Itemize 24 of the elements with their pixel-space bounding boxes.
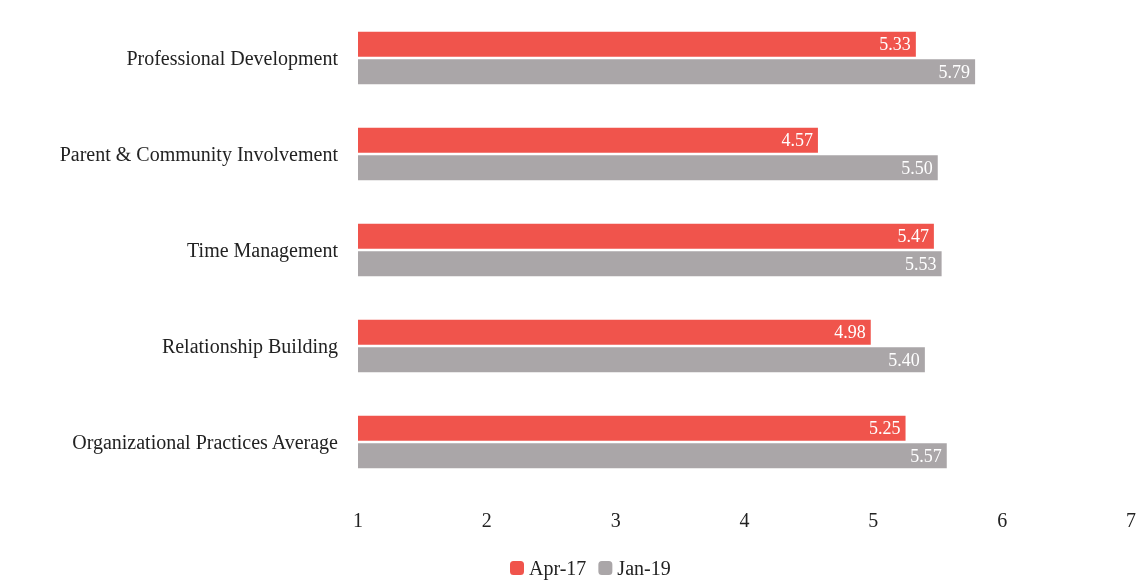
y-tick-label: Relationship Building — [161, 335, 338, 358]
data-label: 5.50 — [901, 157, 933, 178]
y-tick-label: Parent & Community Involvement — [59, 143, 339, 166]
x-tick-label: 6 — [997, 509, 1008, 531]
data-label: 5.33 — [879, 34, 911, 55]
y-tick-label: Professional Development — [126, 47, 339, 70]
data-label: 5.53 — [905, 253, 937, 274]
data-label: 5.25 — [869, 418, 901, 439]
y-tick-label: Time Management — [187, 239, 339, 262]
data-label: 5.40 — [888, 349, 920, 370]
data-label: 4.57 — [781, 130, 813, 151]
x-tick-label: 4 — [739, 509, 750, 531]
legend-label: Apr-17 — [529, 557, 587, 580]
y-tick-label: Organizational Practices Average — [72, 431, 339, 454]
x-tick-label: 5 — [868, 509, 879, 531]
x-tick-label: 1 — [353, 509, 363, 531]
data-label: 5.79 — [938, 61, 971, 82]
data-label: 5.47 — [897, 226, 929, 247]
legend-label: Jan-19 — [617, 557, 671, 579]
data-label: 4.98 — [834, 322, 866, 343]
x-tick-label: 2 — [481, 509, 492, 531]
data-label: 5.57 — [910, 445, 942, 466]
x-tick-label: 7 — [1126, 509, 1136, 531]
x-tick-label: 3 — [610, 509, 621, 531]
